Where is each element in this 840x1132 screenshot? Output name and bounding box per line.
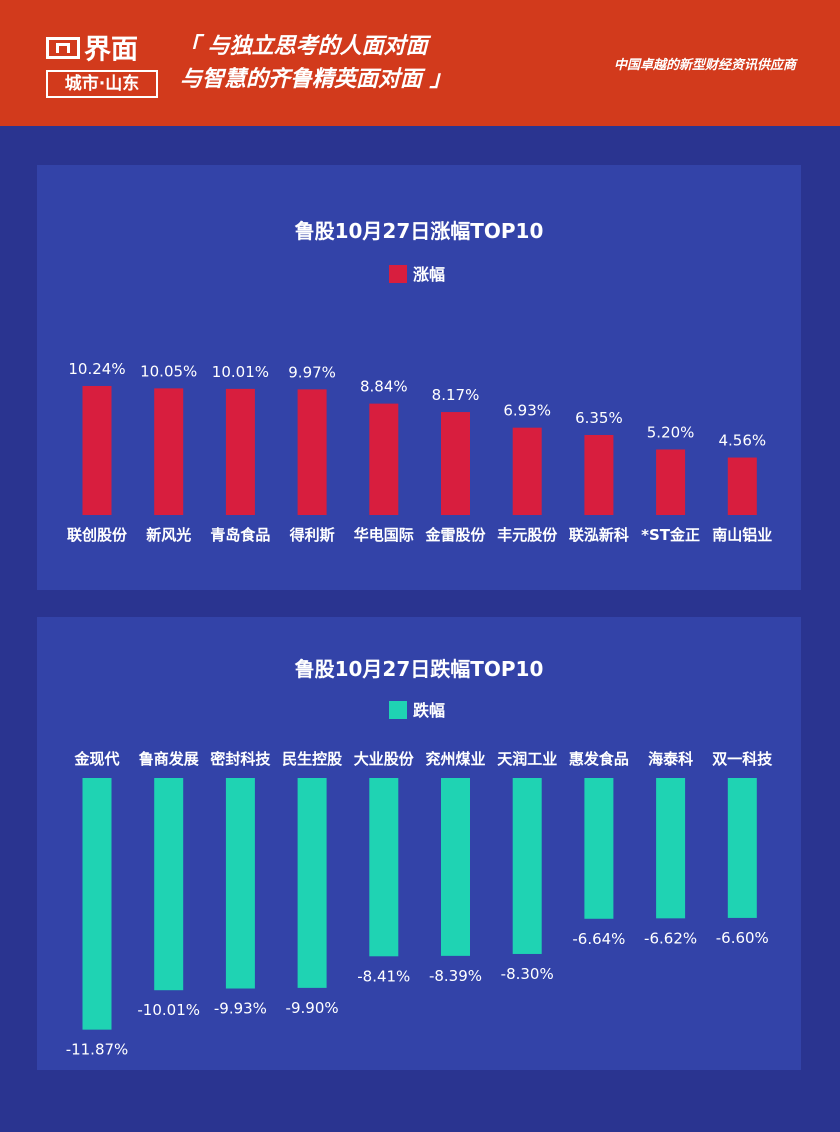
gainers-bar bbox=[369, 403, 399, 515]
losers-bar bbox=[225, 778, 255, 989]
gainers-category-label: 新风光 bbox=[146, 526, 191, 544]
losers-data-label: -9.90% bbox=[286, 999, 339, 1017]
losers-category-label: 海泰科 bbox=[648, 750, 693, 768]
gainers-data-label: 6.93% bbox=[503, 402, 551, 420]
losers-category-label: 鲁商发展 bbox=[139, 750, 199, 768]
gainers-category-label: 华电国际 bbox=[354, 526, 414, 544]
gainers-bar bbox=[512, 427, 542, 515]
losers-category-label: 密封科技 bbox=[210, 750, 271, 768]
losers-data-label: -9.93% bbox=[214, 1000, 267, 1018]
gainers-data-label: 9.97% bbox=[288, 363, 336, 381]
losers-bar bbox=[584, 778, 614, 919]
losers-bar bbox=[656, 778, 686, 919]
losers-category-label: 惠发食品 bbox=[569, 750, 629, 768]
gainers-legend: 涨幅 bbox=[389, 261, 445, 285]
gainers-category-label: *ST金正 bbox=[641, 526, 700, 544]
gainers-bar bbox=[297, 389, 327, 515]
losers-legend: 跌幅 bbox=[389, 697, 445, 721]
losers-data-label: -8.39% bbox=[429, 967, 482, 985]
losers-category-label: 天润工业 bbox=[497, 750, 557, 768]
losers-panel: 鲁股10月27日跌幅TOP10 跌幅 金现代 -11.87% 鲁商发展 -10.01%… bbox=[37, 617, 801, 1070]
jiemian-logo: 界面 城市·山东 bbox=[46, 33, 158, 99]
losers-data-label: -6.62% bbox=[644, 929, 697, 947]
losers-bar bbox=[154, 778, 184, 991]
losers-category-label: 兖州煤业 bbox=[425, 750, 485, 768]
losers-bar bbox=[297, 778, 327, 988]
slogan: 「 与独立思考的人面对面 与智慧的齐鲁精英面对面 」 bbox=[178, 30, 452, 96]
gainers-bar bbox=[82, 385, 112, 515]
gainers-data-label: 10.05% bbox=[140, 362, 197, 380]
gainers-category-label: 联创股份 bbox=[67, 526, 128, 544]
losers-category-label: 金现代 bbox=[73, 750, 119, 768]
losers-bar-chart: 金现代 -11.87% 鲁商发展 -10.01% 密封科技 -9.93% 民生控股 -9.90… bbox=[66, 750, 774, 1059]
gainers-bar-chart: 10.24% 联创股份 10.05% 新风光 10.01% 青岛食品 9.97% 得利斯 8.8… bbox=[67, 360, 772, 544]
logo-mark-icon bbox=[46, 36, 80, 59]
gainers-panel: 鲁股10月27日涨幅TOP10 涨幅 10.24% 联创股份 10.05% 新风光 10… bbox=[37, 165, 801, 590]
gainers-data-label: 8.84% bbox=[360, 378, 408, 396]
logo-sub-text: 城市·山东 bbox=[46, 70, 158, 98]
losers-category-label: 民生控股 bbox=[282, 750, 343, 768]
gainers-category-label: 南山铝业 bbox=[712, 526, 772, 544]
losers-bar bbox=[369, 778, 399, 957]
logo-main-text: 界面 bbox=[84, 34, 138, 66]
gainers-legend-swatch bbox=[389, 265, 407, 283]
gainers-data-label: 5.20% bbox=[647, 423, 695, 441]
gainers-data-label: 8.17% bbox=[432, 386, 480, 404]
slogan-line-1: 「 与独立思考的人面对面 bbox=[178, 34, 428, 59]
gainers-data-label: 10.01% bbox=[212, 363, 269, 381]
gainers-bar bbox=[154, 388, 184, 515]
gainers-data-label: 4.56% bbox=[718, 432, 766, 450]
losers-bar bbox=[512, 778, 542, 954]
gainers-legend-label: 涨幅 bbox=[413, 265, 446, 284]
gainers-category-label: 金雷股份 bbox=[424, 526, 486, 544]
losers-data-label: -11.87% bbox=[66, 1041, 129, 1059]
losers-bar bbox=[82, 778, 112, 1030]
gainers-chart-title: 鲁股10月27日涨幅TOP10 bbox=[294, 219, 544, 243]
losers-data-label: -8.30% bbox=[501, 965, 554, 983]
gainers-bar bbox=[584, 434, 614, 515]
losers-data-label: -6.64% bbox=[572, 930, 625, 948]
losers-legend-label: 跌幅 bbox=[413, 701, 446, 720]
losers-data-label: -6.60% bbox=[716, 929, 769, 947]
gainers-data-label: 6.35% bbox=[575, 409, 623, 427]
gainers-data-label: 10.24% bbox=[68, 360, 125, 378]
losers-data-label: -8.41% bbox=[357, 967, 410, 985]
gainers-bar bbox=[225, 388, 255, 515]
gainers-category-label: 丰元股份 bbox=[497, 526, 558, 544]
losers-category-label: 双一科技 bbox=[712, 750, 773, 768]
losers-category-label: 大业股份 bbox=[354, 750, 415, 768]
gainers-bar bbox=[656, 449, 686, 515]
gainers-bar bbox=[441, 412, 470, 515]
gainers-category-label: 得利斯 bbox=[289, 526, 335, 544]
losers-chart-title: 鲁股10月27日跌幅TOP10 bbox=[294, 657, 544, 681]
slogan-line-2: 与智慧的齐鲁精英面对面 」 bbox=[180, 67, 452, 92]
losers-data-label: -10.01% bbox=[137, 1001, 200, 1019]
losers-bar bbox=[441, 778, 470, 956]
gainers-category-label: 青岛食品 bbox=[210, 526, 270, 544]
tagline: 中国卓越的新型财经资讯供应商 bbox=[613, 58, 796, 73]
losers-legend-swatch bbox=[389, 701, 407, 719]
gainers-bar bbox=[727, 457, 757, 515]
header-banner: 界面 城市·山东 「 与独立思考的人面对面 与智慧的齐鲁精英面对面 」 中国卓越… bbox=[0, 0, 840, 126]
losers-bar bbox=[727, 778, 757, 918]
gainers-category-label: 联泓新科 bbox=[569, 526, 629, 544]
